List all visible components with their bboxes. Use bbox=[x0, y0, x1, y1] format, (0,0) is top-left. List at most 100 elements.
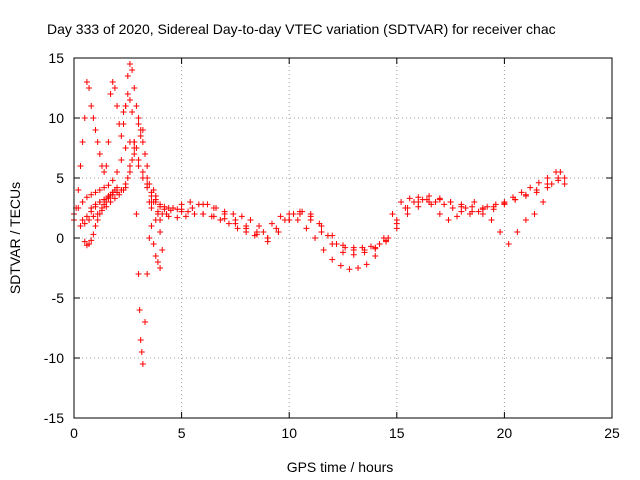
data-point bbox=[406, 195, 413, 202]
data-point bbox=[129, 109, 136, 115]
data-point bbox=[88, 208, 95, 215]
data-point bbox=[200, 211, 207, 217]
data-point bbox=[105, 195, 112, 202]
data-point bbox=[505, 241, 512, 247]
data-point bbox=[96, 199, 103, 205]
data-point bbox=[449, 205, 456, 211]
y-tick-label: -15 bbox=[44, 410, 64, 426]
data-point bbox=[225, 220, 232, 227]
data-point bbox=[135, 271, 142, 277]
data-point bbox=[96, 187, 103, 193]
data-point bbox=[135, 115, 142, 121]
data-point bbox=[415, 199, 422, 205]
data-point bbox=[118, 157, 125, 163]
data-point bbox=[253, 231, 260, 238]
data-point bbox=[92, 127, 99, 133]
series-5 bbox=[71, 61, 164, 271]
data-point bbox=[174, 214, 181, 221]
data-point bbox=[393, 220, 400, 227]
data-point bbox=[329, 256, 336, 263]
data-point bbox=[98, 205, 105, 211]
series-7 bbox=[81, 184, 121, 249]
data-point bbox=[111, 85, 118, 91]
x-tick-label: 0 bbox=[70, 425, 78, 441]
data-point bbox=[124, 91, 131, 97]
data-point bbox=[557, 169, 564, 175]
data-point bbox=[165, 213, 172, 220]
data-point bbox=[129, 67, 136, 73]
data-point bbox=[142, 151, 149, 157]
data-point bbox=[83, 79, 90, 85]
data-point bbox=[533, 187, 540, 193]
data-point bbox=[88, 237, 95, 244]
data-point bbox=[488, 217, 495, 223]
data-point bbox=[107, 91, 114, 97]
data-point bbox=[436, 195, 443, 202]
data-point bbox=[131, 85, 138, 91]
data-point bbox=[81, 115, 88, 121]
data-point bbox=[535, 179, 542, 186]
y-tick-label: 5 bbox=[56, 170, 64, 186]
data-point bbox=[137, 127, 144, 133]
data-point bbox=[210, 213, 217, 220]
data-point bbox=[159, 247, 166, 253]
data-point bbox=[79, 199, 86, 205]
data-point bbox=[531, 211, 538, 217]
data-point bbox=[138, 349, 145, 355]
data-point bbox=[148, 223, 155, 229]
data-point bbox=[372, 253, 379, 259]
series-2 bbox=[88, 121, 564, 251]
chart-title: Day 333 of 2020, Sidereal Day-to-day VTE… bbox=[47, 21, 556, 37]
data-point bbox=[469, 203, 476, 210]
data-point bbox=[518, 189, 525, 196]
data-point bbox=[376, 241, 383, 247]
data-point bbox=[318, 229, 325, 235]
data-point bbox=[126, 61, 133, 67]
data-point bbox=[303, 225, 310, 232]
data-point bbox=[372, 245, 379, 252]
data-point bbox=[161, 206, 168, 213]
data-point bbox=[152, 253, 159, 259]
data-point bbox=[320, 247, 327, 253]
data-point bbox=[144, 184, 151, 191]
data-point bbox=[447, 199, 454, 205]
data-point bbox=[96, 211, 103, 217]
data-point bbox=[522, 217, 529, 223]
data-point bbox=[182, 213, 189, 220]
data-point bbox=[90, 115, 97, 121]
data-point bbox=[234, 225, 241, 232]
data-point bbox=[441, 201, 448, 208]
data-point bbox=[137, 133, 144, 139]
data-point bbox=[116, 191, 123, 198]
data-point bbox=[81, 238, 88, 245]
data-point bbox=[544, 175, 551, 181]
data-point bbox=[522, 191, 529, 198]
data-point bbox=[114, 184, 121, 191]
grid bbox=[74, 58, 612, 418]
data-point bbox=[296, 211, 303, 217]
data-point bbox=[479, 206, 486, 213]
data-point bbox=[497, 229, 504, 235]
data-point bbox=[157, 265, 164, 271]
data-point bbox=[217, 217, 224, 223]
y-tick-label: -10 bbox=[44, 350, 64, 366]
data-point bbox=[122, 103, 129, 109]
data-point bbox=[105, 139, 112, 145]
data-point bbox=[256, 223, 263, 229]
data-point bbox=[458, 201, 465, 208]
data-point bbox=[312, 235, 319, 241]
data-point bbox=[139, 361, 146, 367]
data-point bbox=[167, 207, 174, 214]
data-point bbox=[290, 211, 297, 217]
data-point bbox=[133, 211, 140, 217]
data-point bbox=[445, 217, 452, 223]
data-point bbox=[436, 211, 443, 217]
data-point bbox=[340, 249, 346, 256]
data-point bbox=[114, 103, 121, 109]
data-point bbox=[126, 163, 133, 169]
data-point bbox=[120, 109, 127, 115]
data-point bbox=[148, 205, 155, 211]
y-tick-label: -5 bbox=[52, 290, 65, 306]
data-point bbox=[355, 265, 362, 271]
plot-frame bbox=[73, 57, 613, 419]
